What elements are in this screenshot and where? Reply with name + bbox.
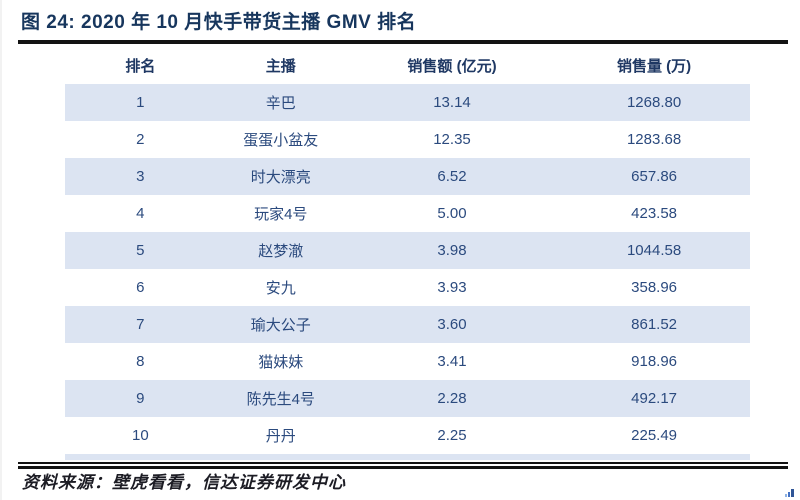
volume-cell: 861.52 <box>631 316 678 333</box>
figure-title: 图 24: 2020 年 10 月快手带货主播 GMV 排名 <box>21 12 417 33</box>
host-cell: 陈先生4号 <box>246 391 315 408</box>
host-cell: 辛巴 <box>265 95 296 112</box>
column-header-host: 主播 <box>265 57 296 75</box>
host-cell: 猫妹妹 <box>258 354 304 371</box>
volume-cell: 225.49 <box>631 427 678 444</box>
column-header-gmv: 销售额 (亿元) <box>407 57 497 75</box>
table-header: 排名 主播 销售额 (亿元) 销售量 (万) <box>65 46 750 84</box>
host-cell: 安九 <box>265 280 296 297</box>
title-divider-rule <box>18 40 788 44</box>
volume-cell: 1268.80 <box>626 94 682 111</box>
table-row: 2 蛋蛋小盆友 12.35 1283.68 <box>65 121 750 158</box>
host-cell: 赵梦澈 <box>258 243 304 260</box>
table-row: 1 辛巴 13.14 1268.80 <box>65 84 750 121</box>
gmv-cell: 3.93 <box>437 279 467 296</box>
host-cell: 时大漂亮 <box>250 169 311 186</box>
gmv-cell: 3.60 <box>437 316 467 333</box>
gmv-cell: 3.98 <box>437 242 467 259</box>
table-row: 3 时大漂亮 6.52 657.86 <box>65 158 750 195</box>
rank-cell: 10 <box>132 427 149 444</box>
header-row: 排名 主播 销售额 (亿元) 销售量 (万) <box>65 46 750 84</box>
volume-cell: 358.96 <box>631 279 678 296</box>
footer-divider-rule <box>18 462 788 469</box>
gmv-cell: 3.41 <box>437 353 467 370</box>
gmv-cell: 2.25 <box>437 427 467 444</box>
source-note: 资料来源：壁虎看看，信达证券研发中心 <box>22 473 346 492</box>
corner-bar-chart-icon <box>785 489 795 497</box>
rank-cell: 5 <box>136 242 145 259</box>
table-row: 8 猫妹妹 3.41 918.96 <box>65 343 750 380</box>
rank-cell: 7 <box>136 316 145 333</box>
gmv-ranking-table: 排名 主播 销售额 (亿元) 销售量 (万) 1 辛巴 13.14 1268.80 2 蛋… <box>65 46 750 454</box>
host-cell: 瑜大公子 <box>250 317 311 334</box>
gmv-cell: 12.35 <box>433 131 471 148</box>
gmv-cell: 2.28 <box>437 390 467 407</box>
rank-cell: 8 <box>136 353 145 370</box>
volume-cell: 657.86 <box>631 168 678 185</box>
table-row: 10 丹丹 2.25 225.49 <box>65 417 750 454</box>
table-row: 9 陈先生4号 2.28 492.17 <box>65 380 750 417</box>
table-row: 5 赵梦澈 3.98 1044.58 <box>65 232 750 269</box>
column-header-rank: 排名 <box>125 57 156 75</box>
rank-cell: 2 <box>136 131 145 148</box>
volume-cell: 918.96 <box>631 353 678 370</box>
column-header-volume: 销售量 (万) <box>617 57 692 75</box>
host-cell: 玩家4号 <box>254 206 308 223</box>
rank-cell: 4 <box>136 205 145 222</box>
volume-cell: 492.17 <box>631 390 678 407</box>
table-row: 7 瑜大公子 3.60 861.52 <box>65 306 750 343</box>
rank-cell: 9 <box>136 390 145 407</box>
host-cell: 蛋蛋小盆友 <box>243 132 319 149</box>
gmv-cell: 6.52 <box>437 168 467 185</box>
host-cell: 丹丹 <box>265 428 296 445</box>
table-bottom-strip <box>65 454 750 460</box>
table-row: 6 安九 3.93 358.96 <box>65 269 750 306</box>
gmv-cell: 5.00 <box>437 205 467 222</box>
gmv-cell: 13.14 <box>433 94 471 111</box>
table-body: 1 辛巴 13.14 1268.80 2 蛋蛋小盆友 12.35 1283.68 3 时大漂亮 6.… <box>65 84 750 454</box>
page-left-edge <box>0 0 2 500</box>
volume-cell: 1044.58 <box>626 242 682 259</box>
rank-cell: 3 <box>136 168 145 185</box>
volume-cell: 423.58 <box>631 205 678 222</box>
volume-cell: 1283.68 <box>626 131 682 148</box>
rank-cell: 6 <box>136 279 145 296</box>
table-row: 4 玩家4号 5.00 423.58 <box>65 195 750 232</box>
rank-cell: 1 <box>136 94 145 111</box>
